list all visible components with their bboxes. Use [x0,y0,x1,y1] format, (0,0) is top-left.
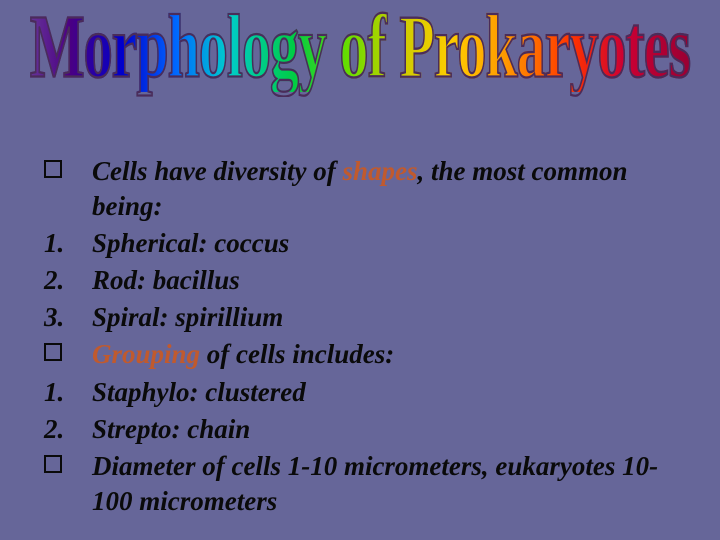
checkbox-marker [44,449,92,473]
number-marker: 2. [44,412,92,447]
content-list: Cells have diversity of shapes, the most… [44,154,690,521]
slide-title: Morphology of Prokaryotes [30,2,690,92]
list-item: Cells have diversity of shapes, the most… [44,154,690,224]
number-marker: 3. [44,300,92,335]
list-item: 2. Rod: bacillus [44,263,690,298]
text-highlight: shapes [342,156,417,186]
list-text: Staphylo: clustered [92,375,690,410]
list-text: Strepto: chain [92,412,690,447]
list-item: Grouping of cells includes: [44,337,690,372]
list-item: 1. Spherical: coccus [44,226,690,261]
list-text: Diameter of cells 1-10 micrometers, euka… [92,449,690,519]
title-container: Morphology of Prokaryotes [0,0,720,76]
checkbox-marker [44,337,92,361]
box-icon [44,160,62,178]
box-icon [44,455,62,473]
list-text: Spherical: coccus [92,226,690,261]
list-text: Rod: bacillus [92,263,690,298]
list-item: 2. Strepto: chain [44,412,690,447]
list-text: Cells have diversity of shapes, the most… [92,154,690,224]
box-icon [44,343,62,361]
checkbox-marker [44,154,92,178]
list-text: Grouping of cells includes: [92,337,690,372]
number-marker: 1. [44,375,92,410]
text-post: of cells includes: [200,339,394,369]
text-pre: Cells have diversity of [92,156,342,186]
text-highlight: Grouping [92,339,200,369]
list-text: Spiral: spirillium [92,300,690,335]
list-item: 1. Staphylo: clustered [44,375,690,410]
list-item: Diameter of cells 1-10 micrometers, euka… [44,449,690,519]
number-marker: 2. [44,263,92,298]
list-item: 3. Spiral: spirillium [44,300,690,335]
number-marker: 1. [44,226,92,261]
